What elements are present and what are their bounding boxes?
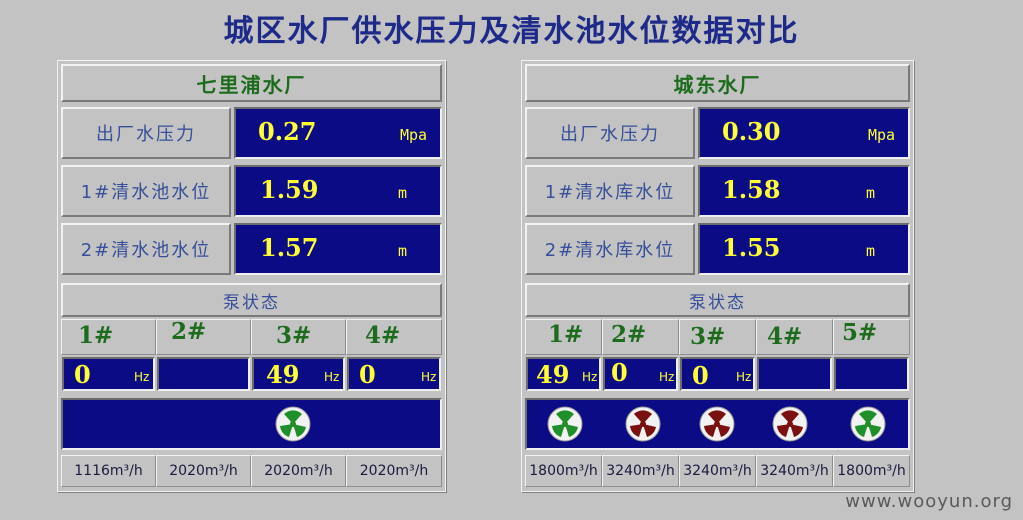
flow-cell: 1116m³/h (61, 455, 156, 487)
pump-num-cell: 1# (525, 319, 602, 355)
pressure-display: 0.30 Mpa (698, 107, 910, 159)
unit: m (866, 184, 876, 202)
pump-hz-display (757, 357, 832, 391)
pump-fan-strip (61, 398, 442, 450)
pump-num-cell: 3# (679, 319, 756, 355)
page-title: 城区水厂供水压力及清水池水位数据对比 (223, 14, 800, 49)
pump-num-cell: 5# (833, 319, 910, 355)
hz-value: 0 (74, 360, 91, 389)
pump-num-cell: 4# (756, 319, 833, 355)
hz-unit: Hz (134, 370, 150, 384)
pump-number: 5# (842, 319, 878, 346)
level-display: 1.58 m (698, 165, 910, 217)
unit: Mpa (400, 126, 428, 144)
hz-unit: Hz (421, 370, 437, 384)
flow-cell: 3240m³/h (756, 455, 833, 487)
pump-running-icon[interactable] (850, 406, 886, 442)
pump-number: 4# (365, 322, 401, 349)
level-display: 1.59 m (234, 165, 442, 217)
plant-panel-chengdong: 城东水厂 出厂水压力 0.30 Mpa 1#清水库水位 1.58 m 2#清水库… (521, 60, 914, 492)
value: 1.55 (722, 233, 781, 262)
pump-num-cell: 2# (602, 319, 679, 355)
flow-cell: 1800m³/h (833, 455, 910, 487)
pump-num-cell: 1# (61, 319, 156, 355)
pump-stopped-icon[interactable] (625, 406, 661, 442)
pump-hz-display: 0 Hz (62, 357, 155, 391)
row-label: 1#清水池水位 (61, 165, 231, 217)
row-label: 出厂水压力 (525, 107, 695, 159)
flow-cell: 2020m³/h (156, 455, 251, 487)
flow-cell: 2020m³/h (251, 455, 346, 487)
unit: m (398, 242, 408, 260)
hz-value: 0 (611, 358, 628, 387)
pump-number: 3# (276, 322, 312, 349)
row-label: 1#清水库水位 (525, 165, 695, 217)
pump-running-icon[interactable] (275, 406, 311, 442)
flow-cell: 3240m³/h (602, 455, 679, 487)
pump-number: 4# (767, 323, 803, 350)
value: 1.59 (260, 175, 319, 204)
plant-name: 城东水厂 (525, 64, 910, 102)
hz-unit: Hz (324, 370, 340, 384)
pressure-display: 0.27 Mpa (234, 107, 442, 159)
pump-fan-strip (525, 398, 910, 450)
hz-unit: Hz (659, 370, 675, 384)
pump-stopped-icon[interactable] (699, 406, 735, 442)
pump-number: 2# (171, 318, 207, 345)
unit: m (866, 242, 876, 260)
pump-running-icon[interactable] (547, 406, 583, 442)
pump-hz-display: 0 Hz (603, 357, 678, 391)
row-label: 2#清水库水位 (525, 223, 695, 275)
plant-panel-qilipu: 七里浦水厂 出厂水压力 0.27 Mpa 1#清水池水位 1.59 m 2#清水… (57, 60, 446, 492)
value: 1.58 (722, 175, 781, 204)
pump-number: 1# (548, 321, 584, 348)
flow-cell: 2020m³/h (346, 455, 442, 487)
hz-unit: Hz (736, 370, 752, 384)
pump-hz-display (834, 357, 909, 391)
plant-name: 七里浦水厂 (61, 64, 442, 102)
pump-number: 3# (690, 323, 726, 350)
unit: m (398, 184, 408, 202)
pump-hz-display: 0 Hz (347, 357, 441, 391)
level-display: 1.55 m (698, 223, 910, 275)
hz-value: 0 (359, 360, 376, 389)
row-label: 出厂水压力 (61, 107, 231, 159)
hz-value: 0 (692, 361, 709, 390)
pump-hz-display: 49 Hz (252, 357, 345, 391)
row-label: 2#清水池水位 (61, 223, 231, 275)
hz-value: 49 (266, 360, 300, 389)
pump-num-cell: 4# (346, 319, 442, 355)
hz-unit: Hz (582, 370, 598, 384)
pump-status-label: 泵状态 (61, 283, 442, 317)
value: 1.57 (260, 233, 319, 262)
watermark: www.wooyun.org (845, 491, 1013, 512)
flow-cell: 3240m³/h (679, 455, 756, 487)
pump-num-cell: 2# (156, 318, 251, 355)
hz-value: 49 (536, 360, 570, 389)
flow-cell: 1800m³/h (525, 455, 602, 487)
pump-status-label: 泵状态 (525, 283, 910, 317)
level-display: 1.57 m (234, 223, 442, 275)
pump-hz-display: 0 Hz (680, 357, 755, 391)
pump-hz-display (157, 357, 250, 391)
pump-stopped-icon[interactable] (772, 406, 808, 442)
unit: Mpa (868, 126, 896, 144)
pump-hz-display: 49 Hz (526, 357, 601, 391)
pump-num-cell: 3# (251, 319, 346, 355)
value: 0.30 (722, 117, 781, 146)
pump-number: 1# (78, 322, 114, 349)
pump-number: 2# (611, 321, 647, 348)
value: 0.27 (258, 117, 317, 146)
